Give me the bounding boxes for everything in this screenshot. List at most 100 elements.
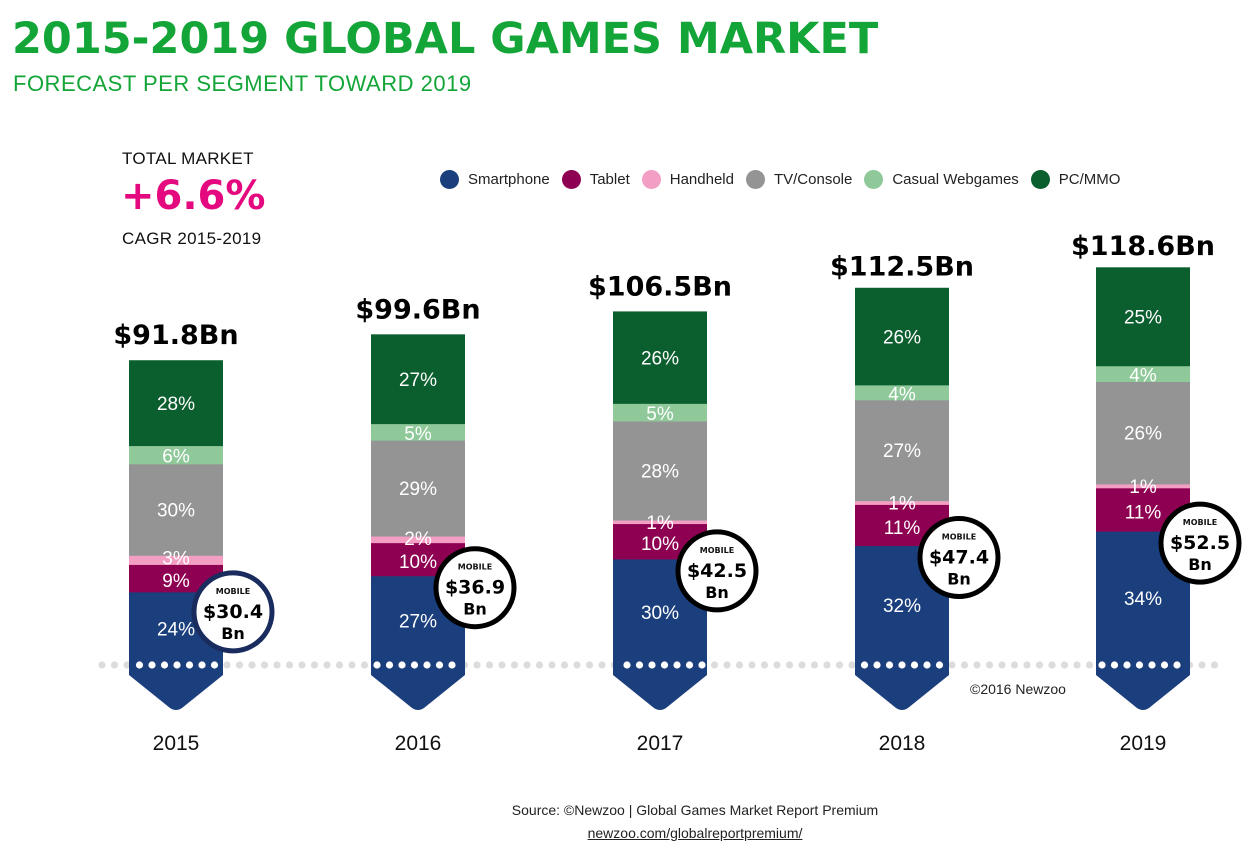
- year-label: 2018: [879, 732, 926, 755]
- mobile-badge-unit: Bn: [947, 569, 971, 588]
- mobile-badge-unit: Bn: [463, 600, 487, 619]
- baseline-dot-over-bar: [135, 661, 144, 669]
- baseline-dot: [823, 661, 831, 669]
- legend-label: Handheld: [669, 171, 734, 188]
- bar-2016: 27% 10%2% 29% 5% 27% $99.6Bn 2016 MOBILE $36.9Bn: [355, 294, 517, 755]
- baseline-dot-over-bar: [860, 661, 869, 669]
- segment-label: 24%: [157, 619, 195, 640]
- segment-label: 5%: [404, 424, 432, 445]
- mobile-badge-value: $30.4: [203, 601, 263, 623]
- total-label: $91.8Bn: [113, 320, 238, 351]
- total-label: $112.5Bn: [830, 252, 974, 283]
- baseline-dot-over-bar: [373, 661, 381, 669]
- segment-label: 32%: [883, 596, 921, 617]
- segment-casual-webgames: [129, 445, 223, 465]
- bar-2019: 34% 11% 1% 26% 4% 25% $118.6Bn 2019 MOBILE $52.5B…: [1071, 231, 1242, 755]
- segment-handheld: [371, 536, 465, 544]
- baseline-dot-over-bar: [1135, 661, 1144, 669]
- baseline-dot: [710, 661, 719, 669]
- segment-label: 1%: [888, 494, 916, 515]
- mobile-badge-label: MOBILE: [458, 563, 492, 572]
- baseline-dot: [1035, 661, 1044, 669]
- mobile-badge-label: MOBILE: [1183, 518, 1217, 527]
- legend-item-tv-console: TV/Console: [745, 170, 853, 189]
- segment-tv-console: [613, 421, 707, 521]
- legend-label: TV/Console: [773, 171, 853, 188]
- baseline-dot-over-bar: [148, 661, 156, 669]
- segment-label: 26%: [641, 348, 679, 369]
- baseline-dot: [260, 661, 269, 669]
- segment-label: 10%: [399, 552, 437, 573]
- mobile-badge-unit: Bn: [705, 583, 729, 602]
- mobile-badge: [675, 529, 759, 613]
- mobile-badge-value: $47.4: [929, 546, 989, 568]
- segment-casual-webgames: [371, 423, 465, 441]
- segment-label: 28%: [157, 394, 195, 415]
- baseline-dot: [798, 661, 806, 669]
- segment-label: 3%: [162, 548, 190, 569]
- baseline-dot: [323, 661, 331, 669]
- bar-2017: 30% 10%1% 28% 5% 26% $106.5Bn 2017 MOBILE $42.5B…: [588, 271, 759, 755]
- segment-label: 30%: [157, 501, 195, 522]
- mobile-badge: [917, 515, 1001, 599]
- bar-arrow: [855, 663, 949, 710]
- segment-label: 27%: [883, 441, 921, 462]
- bar-arrow: [613, 663, 707, 710]
- total-label: $99.6Bn: [355, 294, 480, 325]
- year-label: 2017: [637, 732, 684, 755]
- baseline-dot-over-bar: [160, 661, 169, 669]
- legend-swatch-casual-webgames: [864, 170, 884, 189]
- legend-swatch-handheld: [641, 170, 661, 189]
- segment-label: 6%: [162, 447, 190, 468]
- baseline-dot: [735, 661, 744, 669]
- baseline-dot-over-bar: [1160, 661, 1169, 669]
- legend-label: Smartphone: [468, 171, 550, 188]
- segment-label: 25%: [1124, 308, 1162, 329]
- baseline-dot: [498, 661, 506, 669]
- baseline-dot-over-bar: [885, 661, 894, 669]
- baseline-dot-over-bar: [698, 661, 706, 669]
- baseline-dot: [785, 661, 794, 669]
- baseline-dot-over-bar: [423, 661, 431, 669]
- mobile-badge-label: MOBILE: [942, 532, 976, 541]
- baseline-dot: [548, 661, 556, 669]
- year-label: 2016: [395, 732, 442, 755]
- footer-link[interactable]: newzoo.com/globalreportpremium/: [587, 825, 803, 841]
- baseline-dot: [848, 661, 856, 669]
- segment-tv-console: [1096, 381, 1190, 485]
- segment-casual-webgames: [1096, 365, 1190, 382]
- baseline-dot-over-bar: [210, 661, 219, 669]
- baseline-dot-over-bar: [873, 661, 881, 669]
- baseline-dot: [223, 661, 231, 669]
- baseline-dot-over-bar: [1098, 661, 1106, 669]
- baseline-dot-over-bar: [1123, 661, 1131, 669]
- legend-item-pc-mmo: PC/MMO: [1030, 170, 1120, 189]
- segment-tv-console: [371, 440, 465, 537]
- baseline-dot-over-bar: [410, 661, 419, 669]
- baseline-dot: [510, 661, 519, 669]
- segment-label: 1%: [1129, 477, 1157, 498]
- segment-label: 1%: [646, 513, 674, 534]
- baseline-dot: [310, 661, 319, 669]
- segment-pc-mmo: [371, 334, 465, 425]
- baseline-dot: [360, 661, 369, 669]
- mobile-badge: [191, 570, 275, 654]
- baseline-dot: [585, 661, 594, 669]
- baseline-dot: [523, 661, 531, 669]
- mobile-badge-value: $36.9: [445, 577, 505, 599]
- segment-label: 4%: [888, 384, 916, 405]
- baseline-dot: [98, 661, 106, 669]
- footer-source: Source: ©Newzoo | Global Games Market Re…: [511, 802, 879, 818]
- mobile-badge-unit: Bn: [221, 624, 245, 643]
- baseline-dot: [560, 661, 569, 669]
- baseline-dot: [1048, 661, 1056, 669]
- legend-swatch-smartphone: [440, 170, 459, 189]
- baseline-dot-over-bar: [685, 661, 694, 669]
- baseline-dot-over-bar: [173, 661, 181, 669]
- baseline-dot: [748, 661, 756, 669]
- segment-label: 26%: [1124, 424, 1162, 445]
- baseline-dot-over-bar: [1173, 661, 1181, 669]
- legend-item-casual-webgames: Casual Webgames: [864, 170, 1019, 189]
- segment-label: 9%: [162, 571, 190, 592]
